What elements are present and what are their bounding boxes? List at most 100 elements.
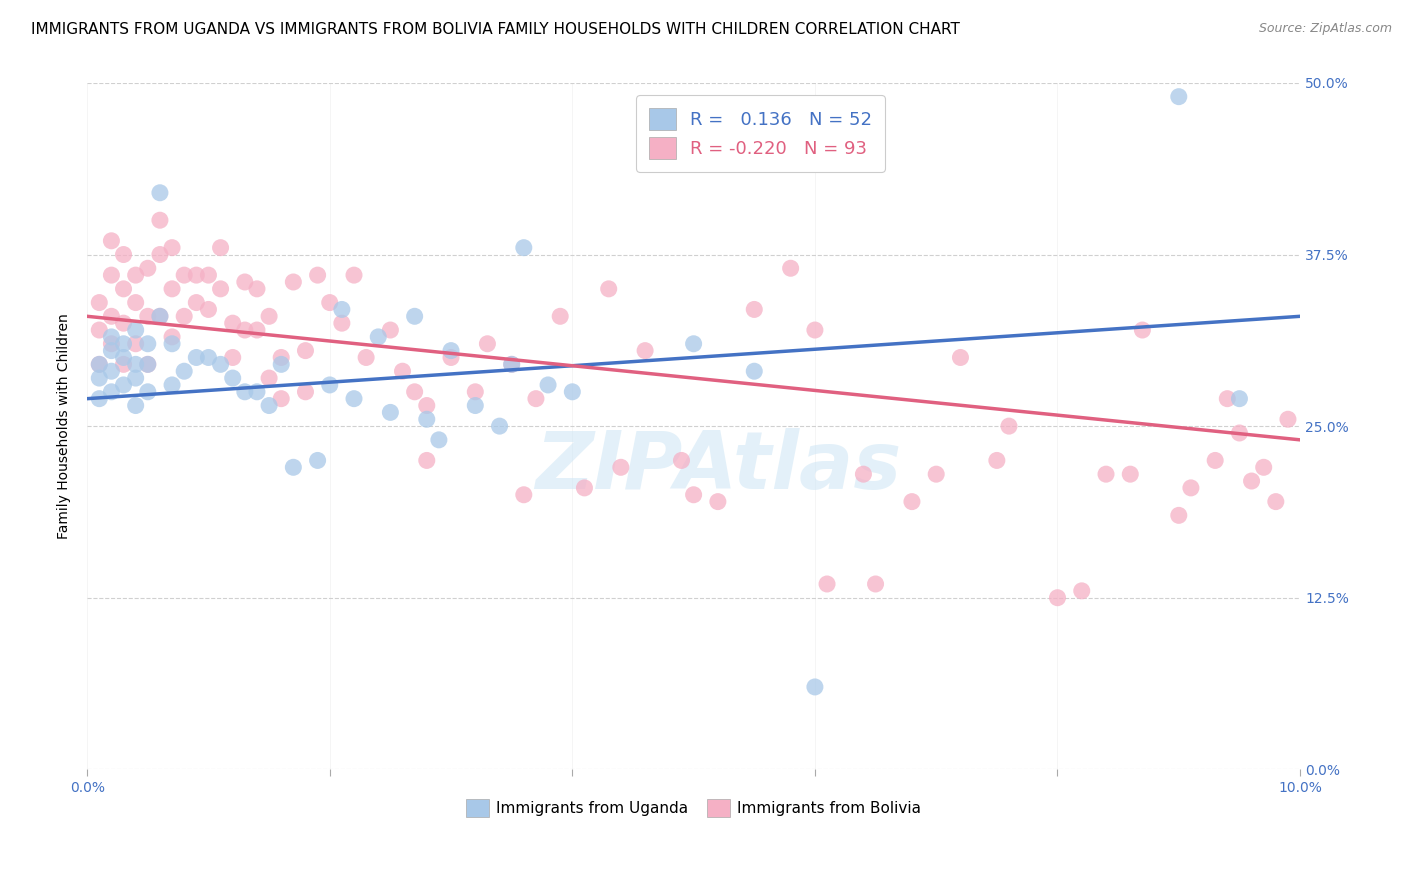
Point [186, 295, 208, 310]
Point [160, 241, 183, 255]
Point [173, 268, 195, 282]
Point [112, 336, 135, 351]
Point [112, 357, 135, 371]
Point [1167, 89, 1189, 103]
Point [283, 460, 305, 475]
Point [197, 268, 219, 282]
Point [1253, 460, 1275, 475]
Point [925, 467, 948, 482]
Point [901, 494, 924, 508]
Point [1095, 467, 1118, 482]
Point [1229, 392, 1251, 406]
Point [742, 302, 765, 317]
Point [89, 357, 111, 371]
Point [1046, 591, 1069, 605]
Point [89, 295, 111, 310]
Point [440, 351, 463, 365]
Point [671, 453, 693, 467]
Point [610, 460, 633, 475]
Point [513, 241, 536, 255]
Point [124, 336, 146, 351]
Point [149, 213, 172, 227]
Point [209, 241, 232, 255]
Point [197, 302, 219, 317]
Y-axis label: Family Households with Children: Family Households with Children [58, 313, 72, 539]
Point [89, 323, 111, 337]
Point [537, 378, 560, 392]
Point [367, 330, 389, 344]
Point [1132, 323, 1154, 337]
Point [852, 467, 875, 482]
Point [197, 351, 219, 365]
Point [136, 357, 159, 371]
Point [270, 351, 292, 365]
Point [233, 275, 256, 289]
Point [380, 405, 402, 419]
Point [160, 330, 183, 344]
Point [865, 577, 887, 591]
Point [233, 384, 256, 399]
Point [634, 343, 657, 358]
Point [1264, 494, 1286, 508]
Point [1240, 474, 1263, 488]
Point [682, 336, 704, 351]
Point [124, 323, 146, 337]
Point [416, 453, 439, 467]
Point [257, 310, 280, 324]
Point [294, 384, 316, 399]
Point [330, 316, 353, 330]
Point [112, 316, 135, 330]
Point [404, 384, 426, 399]
Point [1229, 425, 1251, 440]
Point [209, 357, 232, 371]
Point [1277, 412, 1299, 426]
Point [949, 351, 972, 365]
Point [186, 268, 208, 282]
Point [404, 310, 426, 324]
Point [416, 412, 439, 426]
Point [707, 494, 730, 508]
Point [561, 384, 583, 399]
Legend: Immigrants from Uganda, Immigrants from Bolivia: Immigrants from Uganda, Immigrants from … [460, 793, 928, 823]
Point [319, 295, 342, 310]
Point [100, 336, 122, 351]
Point [246, 384, 269, 399]
Point [1070, 583, 1092, 598]
Point [440, 343, 463, 358]
Point [477, 336, 499, 351]
Point [222, 351, 245, 365]
Point [173, 310, 195, 324]
Point [89, 392, 111, 406]
Point [488, 419, 510, 434]
Point [136, 310, 159, 324]
Point [257, 371, 280, 385]
Point [136, 357, 159, 371]
Point [136, 261, 159, 276]
Point [173, 364, 195, 378]
Point [124, 399, 146, 413]
Point [136, 336, 159, 351]
Point [89, 357, 111, 371]
Point [307, 453, 329, 467]
Point [574, 481, 596, 495]
Point [246, 282, 269, 296]
Point [149, 310, 172, 324]
Point [270, 357, 292, 371]
Point [464, 399, 486, 413]
Point [804, 680, 827, 694]
Text: ZIPAtlas: ZIPAtlas [534, 428, 901, 507]
Text: Source: ZipAtlas.com: Source: ZipAtlas.com [1258, 22, 1392, 36]
Point [160, 336, 183, 351]
Point [124, 268, 146, 282]
Point [100, 234, 122, 248]
Point [100, 310, 122, 324]
Point [380, 323, 402, 337]
Point [257, 399, 280, 413]
Point [124, 357, 146, 371]
Point [149, 310, 172, 324]
Point [112, 351, 135, 365]
Point [598, 282, 620, 296]
Point [283, 275, 305, 289]
Point [100, 268, 122, 282]
Point [427, 433, 450, 447]
